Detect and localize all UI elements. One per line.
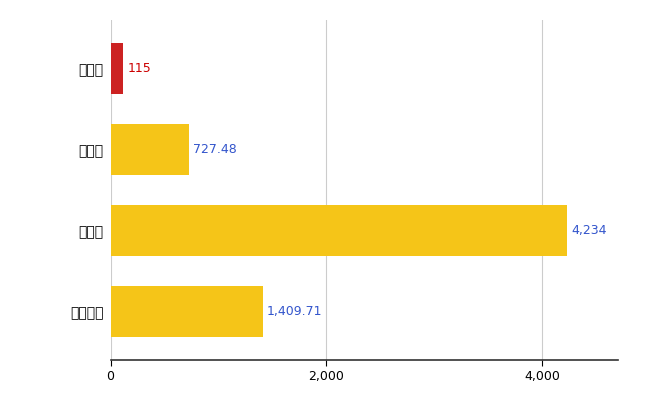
Bar <box>111 44 123 94</box>
Bar <box>111 286 263 336</box>
Text: 1,409.71: 1,409.71 <box>267 305 322 318</box>
Text: 727.48: 727.48 <box>193 143 237 156</box>
Bar <box>111 124 189 175</box>
Bar <box>111 205 567 256</box>
Text: 115: 115 <box>127 62 151 75</box>
Text: 4,234: 4,234 <box>571 224 607 237</box>
